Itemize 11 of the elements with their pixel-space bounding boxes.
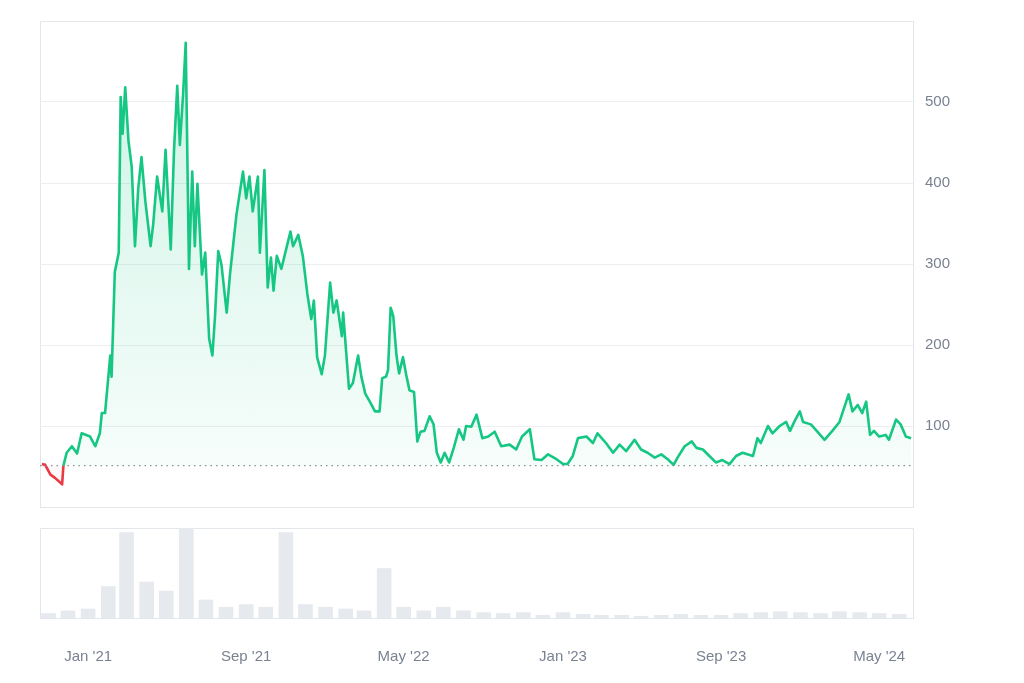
x-tick-label: Jan '21 (64, 647, 113, 665)
x-tick-label: Jan '23 (539, 647, 587, 665)
x-tick-label: Sep '23 (695, 647, 747, 665)
y-tick-label: 200 (925, 335, 951, 353)
x-tick-label: Sep '21 (221, 647, 272, 665)
y-tick-label: 500 (925, 92, 951, 110)
y-tick-label: 400 (925, 173, 951, 191)
x-tick-label: May '22 (377, 647, 430, 665)
x-tick-label: May '24 (853, 647, 906, 665)
y-tick-label: 300 (925, 254, 951, 272)
y-tick-label: 100 (925, 416, 951, 434)
